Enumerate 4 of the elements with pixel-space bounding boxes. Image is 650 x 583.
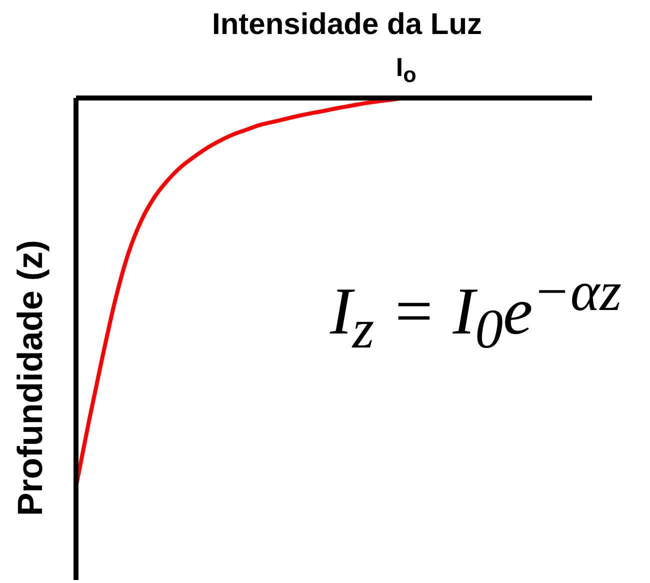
annotation: I$_{z}$ = I$_{0}$e$^{−αz}$ xyxy=(330,260,622,363)
y-axis-title: Profundidade (z) xyxy=(11,240,50,516)
x-axis-title: Intensidade da Luz xyxy=(212,8,482,41)
annotation: I$_{o}$ xyxy=(396,52,416,88)
